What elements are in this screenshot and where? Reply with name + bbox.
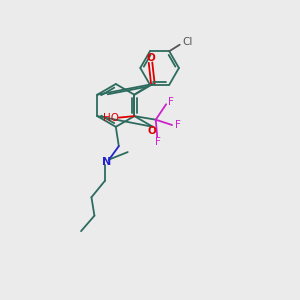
Text: N: N (102, 157, 111, 166)
Text: O: O (148, 126, 156, 136)
Text: F: F (175, 120, 180, 130)
Text: HO: HO (103, 112, 119, 123)
Text: O: O (146, 52, 155, 63)
Text: F: F (155, 137, 161, 147)
Text: Cl: Cl (182, 37, 193, 47)
Text: F: F (168, 97, 174, 107)
